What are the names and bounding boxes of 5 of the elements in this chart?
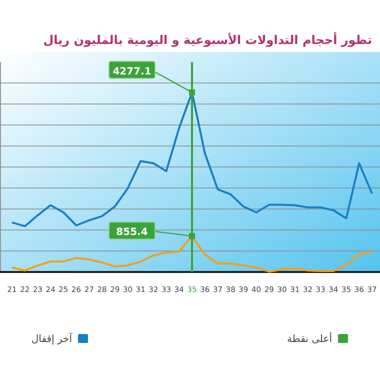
legend-label: أعلى نقطة bbox=[287, 332, 332, 345]
legend-label: آخر إقفال bbox=[31, 332, 74, 345]
chart-title: تطور أحجام التداولات الأسبوعية و اليومية بالمليون ريال bbox=[43, 32, 372, 47]
data-label: 855.4 bbox=[116, 227, 148, 238]
data-label: 4277.1 bbox=[112, 66, 152, 78]
